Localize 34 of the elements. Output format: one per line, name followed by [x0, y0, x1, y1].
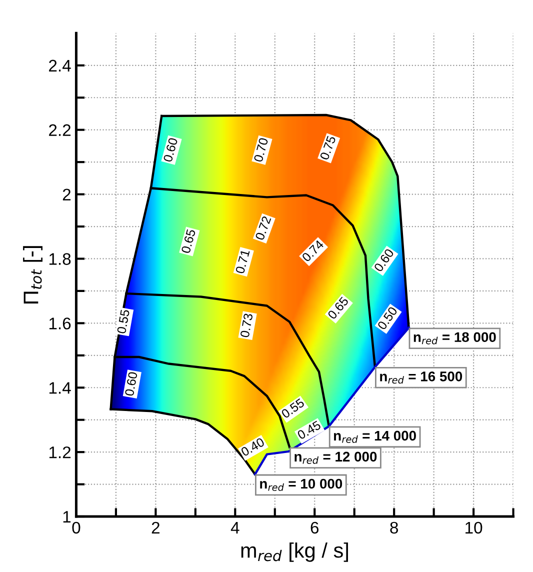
annotation: 0.55: [116, 309, 130, 334]
annotation: 0.71: [235, 249, 250, 274]
series-label: n$_{red}$ = 12 000: [294, 452, 377, 464]
x-tick-label: 10: [466, 522, 482, 534]
annotation: 0.70: [254, 137, 268, 162]
y-tick-label: 1.8: [49, 253, 71, 265]
x-tick-label: 4: [230, 522, 240, 534]
annotation: 0.40: [240, 437, 266, 457]
y-tick-label: 1.6: [49, 318, 71, 330]
annotation: 0.60: [124, 372, 138, 396]
series-label: n$_{red}$ = 10 000: [260, 478, 342, 491]
annotation: 0.72: [254, 216, 272, 241]
annotation: 0.73: [240, 313, 253, 338]
series-label: n$_{red}$ = 18 000: [414, 332, 496, 344]
annotation: 0.55: [280, 398, 305, 419]
x-axis-title: m$_{red}$ [kg / s]: [241, 542, 348, 562]
annotation: 0.45: [296, 420, 322, 440]
series-label: n$_{red}$ = 14 000: [334, 430, 416, 443]
y-tick-label: 1: [63, 511, 71, 523]
series-label: n$_{red}$ = 16 500: [380, 372, 462, 384]
y-tick-label: 2.2: [49, 124, 71, 136]
annotation: 0.75: [320, 135, 336, 160]
x-tick-label: 0: [72, 522, 80, 534]
annotation: 0.65: [181, 228, 196, 254]
y-tick-label: 1.4: [49, 382, 71, 394]
y-axis-title: Π$_{tot}$ [-]: [23, 246, 42, 304]
x-tick-label: 8: [390, 522, 398, 534]
x-tick-label: 2: [152, 522, 160, 534]
y-tick-label: 1.2: [49, 446, 71, 458]
x-tick-label: 6: [310, 522, 319, 534]
y-tick-label: 2: [62, 188, 71, 200]
annotation: 0.74: [301, 239, 324, 262]
annotation: 0.60: [163, 137, 178, 162]
y-tick-label: 2.4: [49, 60, 71, 72]
